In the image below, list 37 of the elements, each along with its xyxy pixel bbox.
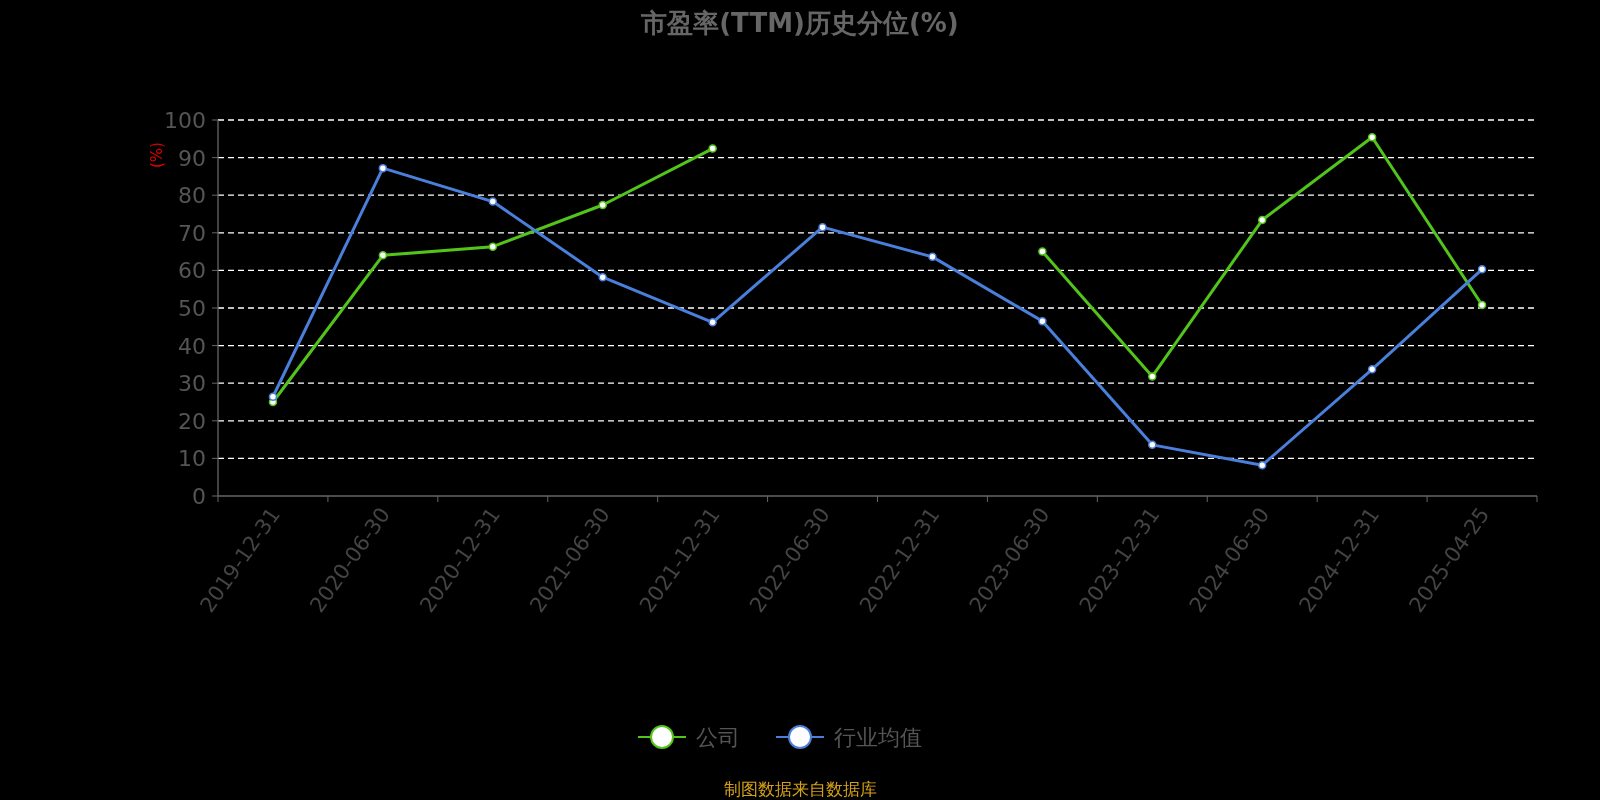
point (488, 242, 498, 251)
point (1367, 133, 1377, 142)
point (1257, 215, 1267, 225)
legend-label: 公司 (696, 725, 740, 750)
y-axis-title: (%) (148, 142, 166, 168)
y-tick-label: 80 (178, 183, 206, 209)
point (598, 200, 607, 210)
legend-label: 行业均值 (834, 725, 922, 750)
y-tick-label: 0 (192, 484, 206, 509)
point (818, 222, 827, 232)
point (1367, 365, 1377, 374)
point (268, 392, 278, 401)
y-tick-label: 40 (178, 333, 206, 359)
chart-title: 市盈率(TTM)历史分位(%) (640, 8, 959, 38)
point (1257, 460, 1267, 470)
point (1477, 300, 1487, 310)
point (1477, 265, 1487, 274)
y-tick-label: 70 (178, 220, 206, 246)
y-tick-label: 90 (178, 145, 206, 171)
y-tick-label: 30 (178, 371, 206, 397)
point (708, 144, 717, 153)
point (488, 197, 498, 206)
y-tick-label: 20 (178, 408, 206, 434)
point (1148, 440, 1157, 450)
point (928, 252, 937, 262)
y-tick-label: 100 (164, 108, 206, 133)
y-tick-label: 60 (178, 258, 206, 284)
point (598, 272, 607, 282)
point (708, 318, 717, 327)
point (378, 163, 388, 173)
point (1038, 316, 1047, 326)
y-tick-label: 10 (178, 446, 206, 472)
point (1038, 247, 1047, 256)
point (378, 251, 388, 260)
text: 制图数据来自数据库 (723, 779, 877, 799)
point (1148, 372, 1157, 381)
y-tick-label: 50 (178, 296, 206, 321)
